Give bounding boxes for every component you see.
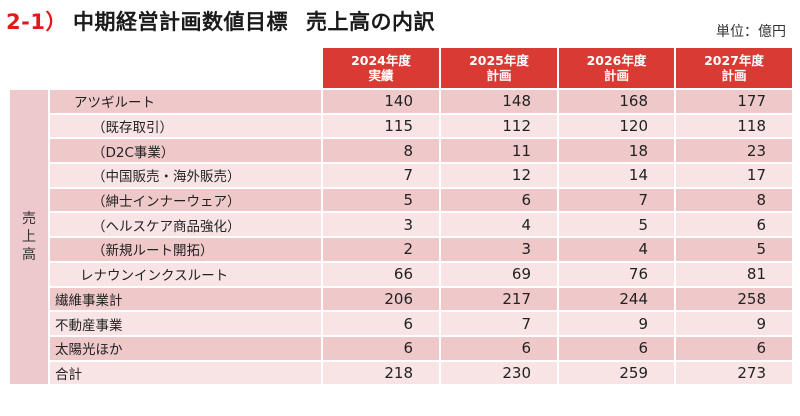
cell-value: 177: [674, 88, 794, 115]
table-row: （中国販売・海外販売） 7 12 14 17: [9, 162, 794, 189]
cell-value: 7: [557, 186, 676, 214]
cell-value: 5: [674, 236, 794, 263]
cell-value: 168: [557, 88, 676, 115]
row-label: レナウンインクスルート: [48, 260, 323, 288]
cell-value: 273: [674, 359, 794, 387]
cell-value: 14: [557, 162, 676, 189]
table-row: 不動産事業 6 7 9 9: [9, 310, 794, 337]
cell-value: 140: [321, 88, 441, 115]
cell-value: 4: [439, 211, 559, 239]
cell-value: 7: [439, 310, 559, 337]
column-header-2027: 2027年度 計画: [674, 46, 794, 90]
cell-value: 217: [439, 285, 559, 313]
cell-value: 230: [439, 359, 559, 387]
cell-value: 12: [439, 162, 559, 189]
cell-value: 6: [674, 334, 794, 362]
cell-value: 2: [321, 236, 441, 263]
cell-value: 218: [321, 359, 441, 387]
row-label: （既存取引）: [48, 112, 323, 140]
title-sub: 売上高の内訳: [305, 10, 435, 34]
cell-value: 7: [321, 162, 441, 189]
row-label: （ヘルスケア商品強化）: [48, 211, 323, 239]
cell-value: 17: [674, 162, 794, 189]
row-label: （D2C事業）: [48, 137, 323, 165]
cell-value: 112: [439, 112, 559, 140]
row-label: 合計: [48, 359, 323, 387]
table-row: （ヘルスケア商品強化） 3 4 5 6: [9, 211, 794, 239]
cell-value: 259: [557, 359, 676, 387]
unit-label: 単位：億円: [716, 24, 786, 40]
table-row: （既存取引） 115 112 120 118: [9, 112, 794, 140]
row-label: （新規ルート開拓）: [48, 236, 323, 263]
row-label: 太陽光ほか: [48, 334, 323, 362]
cell-value: 6: [321, 310, 441, 337]
table-row: 売上高 アツギルート 140 148 168 177: [8, 87, 794, 387]
row-label: （紳士インナーウェア）: [48, 186, 323, 214]
table-row: （新規ルート開拓） 2 3 4 5: [9, 236, 794, 263]
cell-value: 4: [557, 236, 676, 263]
cell-value: 258: [674, 285, 794, 313]
cell-value: 23: [674, 137, 794, 165]
cell-value: 11: [439, 137, 559, 165]
cell-value: 6: [439, 186, 559, 214]
cell-value: 118: [674, 112, 794, 140]
table-row: 太陽光ほか 6 6 6 6: [9, 334, 794, 362]
column-header-2025: 2025年度 計画: [439, 46, 559, 90]
header-blank: [9, 47, 322, 89]
section-number: 2-1）: [6, 10, 67, 34]
cell-value: 69: [439, 260, 559, 288]
sales-breakdown-table: 2024年度 実績 2025年度 計画 2026年度 計画 2027年度 計画 売上高 …: [8, 46, 794, 387]
table-row: 繊維事業計 206 217 244 258: [9, 285, 794, 313]
cell-value: 76: [557, 260, 676, 288]
cell-value: 8: [674, 186, 794, 214]
column-header-2026: 2026年度 計画: [557, 46, 676, 90]
column-header-2024: 2024年度 実績: [321, 46, 441, 90]
cell-value: 9: [674, 310, 794, 337]
cell-value: 5: [321, 186, 441, 214]
table-row: （紳士インナーウェア） 5 6 7 8: [9, 186, 794, 214]
table-row: レナウンインクスルート 66 69 76 81: [9, 260, 794, 288]
cell-value: 9: [557, 310, 676, 337]
row-label: （中国販売・海外販売）: [48, 162, 323, 189]
cell-value: 115: [321, 112, 441, 140]
table-row-total: 合計 218 230 259 273: [9, 359, 794, 387]
cell-value: 206: [321, 285, 441, 313]
cell-value: 8: [321, 137, 441, 165]
cell-value: 6: [674, 211, 794, 239]
row-label: 繊維事業計: [48, 285, 323, 313]
cell-value: 148: [439, 88, 559, 115]
cell-value: 3: [439, 236, 559, 263]
cell-value: 120: [557, 112, 676, 140]
cell-value: 6: [557, 334, 676, 362]
cell-value: 18: [557, 137, 676, 165]
table-row: （D2C事業） 8 11 18 23: [9, 137, 794, 165]
cell-value: 5: [557, 211, 676, 239]
cell-value: 81: [674, 260, 794, 288]
cell-value: 3: [321, 211, 441, 239]
cell-value: 66: [321, 260, 441, 288]
cell-value: 244: [557, 285, 676, 313]
row-label: 不動産事業: [48, 310, 323, 337]
cell-value: 6: [439, 334, 559, 362]
page-title: 2-1） 中期経営計画数値目標 売上高の内訳: [6, 6, 435, 36]
group-label-sales: 売上高: [8, 87, 50, 387]
title-main: 中期経営計画数値目標: [72, 10, 288, 34]
cell-value: 6: [321, 334, 441, 362]
row-label: アツギルート: [48, 88, 323, 115]
header-row: 2024年度 実績 2025年度 計画 2026年度 計画 2027年度 計画: [9, 46, 794, 90]
